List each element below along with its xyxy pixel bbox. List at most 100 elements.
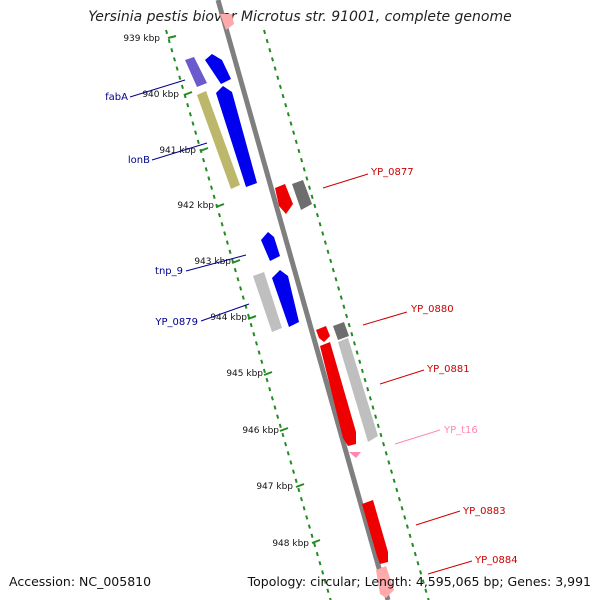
ruler-dot xyxy=(419,570,423,575)
ruler-dot xyxy=(225,240,229,245)
gene-YP_0877[interactable] xyxy=(275,184,293,214)
gene-fabZ[interactable] xyxy=(205,54,231,84)
ruler-dot xyxy=(337,286,341,291)
ruler-dot xyxy=(310,533,314,538)
ruler-dot xyxy=(300,157,304,163)
gene-fabA[interactable] xyxy=(185,57,207,87)
gene-YP_0880-grey[interactable] xyxy=(333,322,349,340)
leader-line-YP_t16 xyxy=(394,429,441,445)
label-YP_0883[interactable]: YP_0883 xyxy=(462,506,506,517)
genome-summary-text: Topology: circular; Length: 4,595,065 bp… xyxy=(247,574,591,589)
label-YP_0884[interactable]: YP_0884 xyxy=(474,555,518,566)
ruler-dot xyxy=(263,29,267,35)
gene-lonB-grey-partner[interactable] xyxy=(197,91,240,189)
forward-genes xyxy=(185,54,299,332)
ruler-dot xyxy=(292,130,296,135)
ruler-dot xyxy=(268,387,272,392)
ruler-dot xyxy=(305,515,309,520)
ruler-dot xyxy=(212,194,216,199)
leader-line-tnp_9 xyxy=(185,254,247,272)
tick-label: 939 kbp xyxy=(123,34,160,44)
ruler-dot xyxy=(278,84,282,90)
ruler-dot xyxy=(276,414,280,419)
ruler-dot xyxy=(390,469,394,474)
gene-YP_0880[interactable] xyxy=(316,326,330,342)
gene-YP_0881[interactable] xyxy=(320,342,356,446)
gene-tnp_9[interactable] xyxy=(261,232,280,261)
ruler-dot xyxy=(194,130,198,135)
map-title: Yersinia pestis biovar Microtus str. 910… xyxy=(88,9,512,25)
ruler-dot xyxy=(270,57,274,62)
label-YP_0881[interactable]: YP_0881 xyxy=(426,364,470,375)
gene-YP_0881-grey[interactable] xyxy=(338,338,378,442)
gene-YP_0879[interactable] xyxy=(272,270,299,327)
ruler-dot xyxy=(286,112,290,117)
ruler-dot xyxy=(239,286,243,291)
ruler-dot xyxy=(262,368,266,374)
ruler-dot xyxy=(397,496,401,502)
ruler-dot xyxy=(331,267,335,273)
ruler-dot xyxy=(284,441,288,447)
ruler-track-right xyxy=(263,29,430,600)
gene-lonB[interactable] xyxy=(216,86,257,187)
ruler-dot xyxy=(273,405,277,410)
label-YP_0880[interactable]: YP_0880 xyxy=(410,304,454,315)
gene-YP_0879-grey[interactable] xyxy=(253,272,282,332)
ruler-dot xyxy=(384,451,388,456)
ruler-dot xyxy=(202,157,206,163)
ruler-dot xyxy=(276,75,280,80)
tick-label: 943 kbp xyxy=(194,257,231,267)
ruler-dot xyxy=(284,103,288,108)
gene-YP_t16[interactable] xyxy=(349,452,361,458)
label-YP_0877[interactable]: YP_0877 xyxy=(370,167,414,178)
gene-YP_0883[interactable] xyxy=(362,500,388,564)
label-fabA[interactable]: fabA xyxy=(105,92,128,103)
ruler-dot xyxy=(424,588,428,593)
ruler-dot xyxy=(350,332,354,337)
ruler-dot xyxy=(228,249,232,254)
accession-text: Accession: NC_005810 xyxy=(9,574,152,589)
ruler-dot xyxy=(323,240,327,245)
ruler-dot xyxy=(411,542,415,548)
ruler-dot xyxy=(374,414,378,419)
reverse-genes xyxy=(220,14,394,598)
leader-line-YP_0879 xyxy=(200,303,250,322)
ruler-dot xyxy=(352,341,356,346)
ruler-dot xyxy=(223,231,227,236)
ruler-dot xyxy=(392,478,396,483)
gene-top-pink[interactable] xyxy=(220,14,234,30)
tick-label: 941 kbp xyxy=(159,146,196,156)
ruler-dot xyxy=(395,487,399,493)
ruler-dot xyxy=(265,38,269,44)
ruler-dot xyxy=(339,295,343,300)
ruler-dot xyxy=(286,451,290,456)
ruler-dot xyxy=(305,176,309,181)
ruler-dot xyxy=(289,121,293,126)
ruler-dot xyxy=(334,277,338,282)
ruler-dot xyxy=(366,387,370,392)
ruler-dot xyxy=(196,139,200,145)
ruler-dot xyxy=(326,588,330,593)
ruler-dot xyxy=(167,38,171,44)
label-YP_0879[interactable]: YP_0879 xyxy=(154,317,198,328)
label-lonB[interactable]: lonB xyxy=(128,155,150,166)
gene-YP_0884[interactable] xyxy=(376,566,394,598)
ruler-dot xyxy=(323,579,327,584)
ruler-dot xyxy=(360,368,364,374)
ruler-dot xyxy=(297,487,301,493)
label-tnp_9[interactable]: tnp_9 xyxy=(155,266,183,277)
gene-YP_0877-grey[interactable] xyxy=(292,180,312,210)
ruler-dot xyxy=(405,524,409,529)
leader-line-YP_0877 xyxy=(322,173,369,189)
ruler-dot xyxy=(281,93,285,99)
ruler-dot xyxy=(299,496,303,502)
label-YP_t16[interactable]: YP_t16 xyxy=(443,425,478,436)
reverse-gene-labels: YP_0877 YP_0880 YP_0881 YP_t16 YP_0883 Y… xyxy=(322,167,518,575)
ruler-dot xyxy=(233,267,237,273)
tick-label: 948 kbp xyxy=(272,539,309,549)
ruler-dot xyxy=(249,322,253,328)
ruler-dot xyxy=(358,359,362,364)
ruler-dot xyxy=(289,460,293,465)
tick-label: 942 kbp xyxy=(177,201,214,211)
ruler-dot xyxy=(297,148,301,154)
